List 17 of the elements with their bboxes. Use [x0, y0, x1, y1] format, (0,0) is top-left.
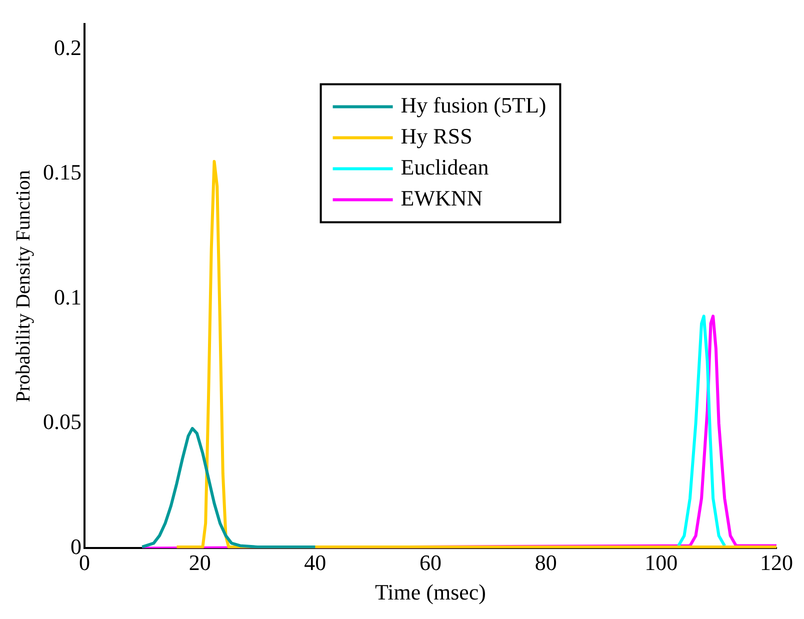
y-tick-label: 0.2 [54, 34, 82, 60]
x-tick-label: 100 [644, 550, 678, 576]
legend-label: Euclidean [400, 154, 489, 180]
x-tick-label: 40 [304, 550, 326, 576]
legend-label: Hy RSS [400, 123, 472, 148]
x-tick-label: 120 [760, 550, 793, 576]
y-axis-title: Probability Density Function [12, 170, 34, 402]
legend-label: EWKNN [400, 185, 483, 210]
y-tick-label: 0 [70, 534, 82, 559]
y-tick-label: 0.15 [43, 160, 82, 185]
x-tick-label: 60 [420, 550, 442, 576]
y-tick-label: 0.05 [43, 409, 82, 434]
x-tick-label: 80 [534, 550, 557, 576]
x-axis-title: Time (msec) [374, 580, 486, 605]
y-tick-label: 0.1 [54, 284, 82, 310]
x-tick-label: 20 [188, 550, 211, 576]
legend-label: Hy fusion (5TL) [400, 92, 546, 118]
